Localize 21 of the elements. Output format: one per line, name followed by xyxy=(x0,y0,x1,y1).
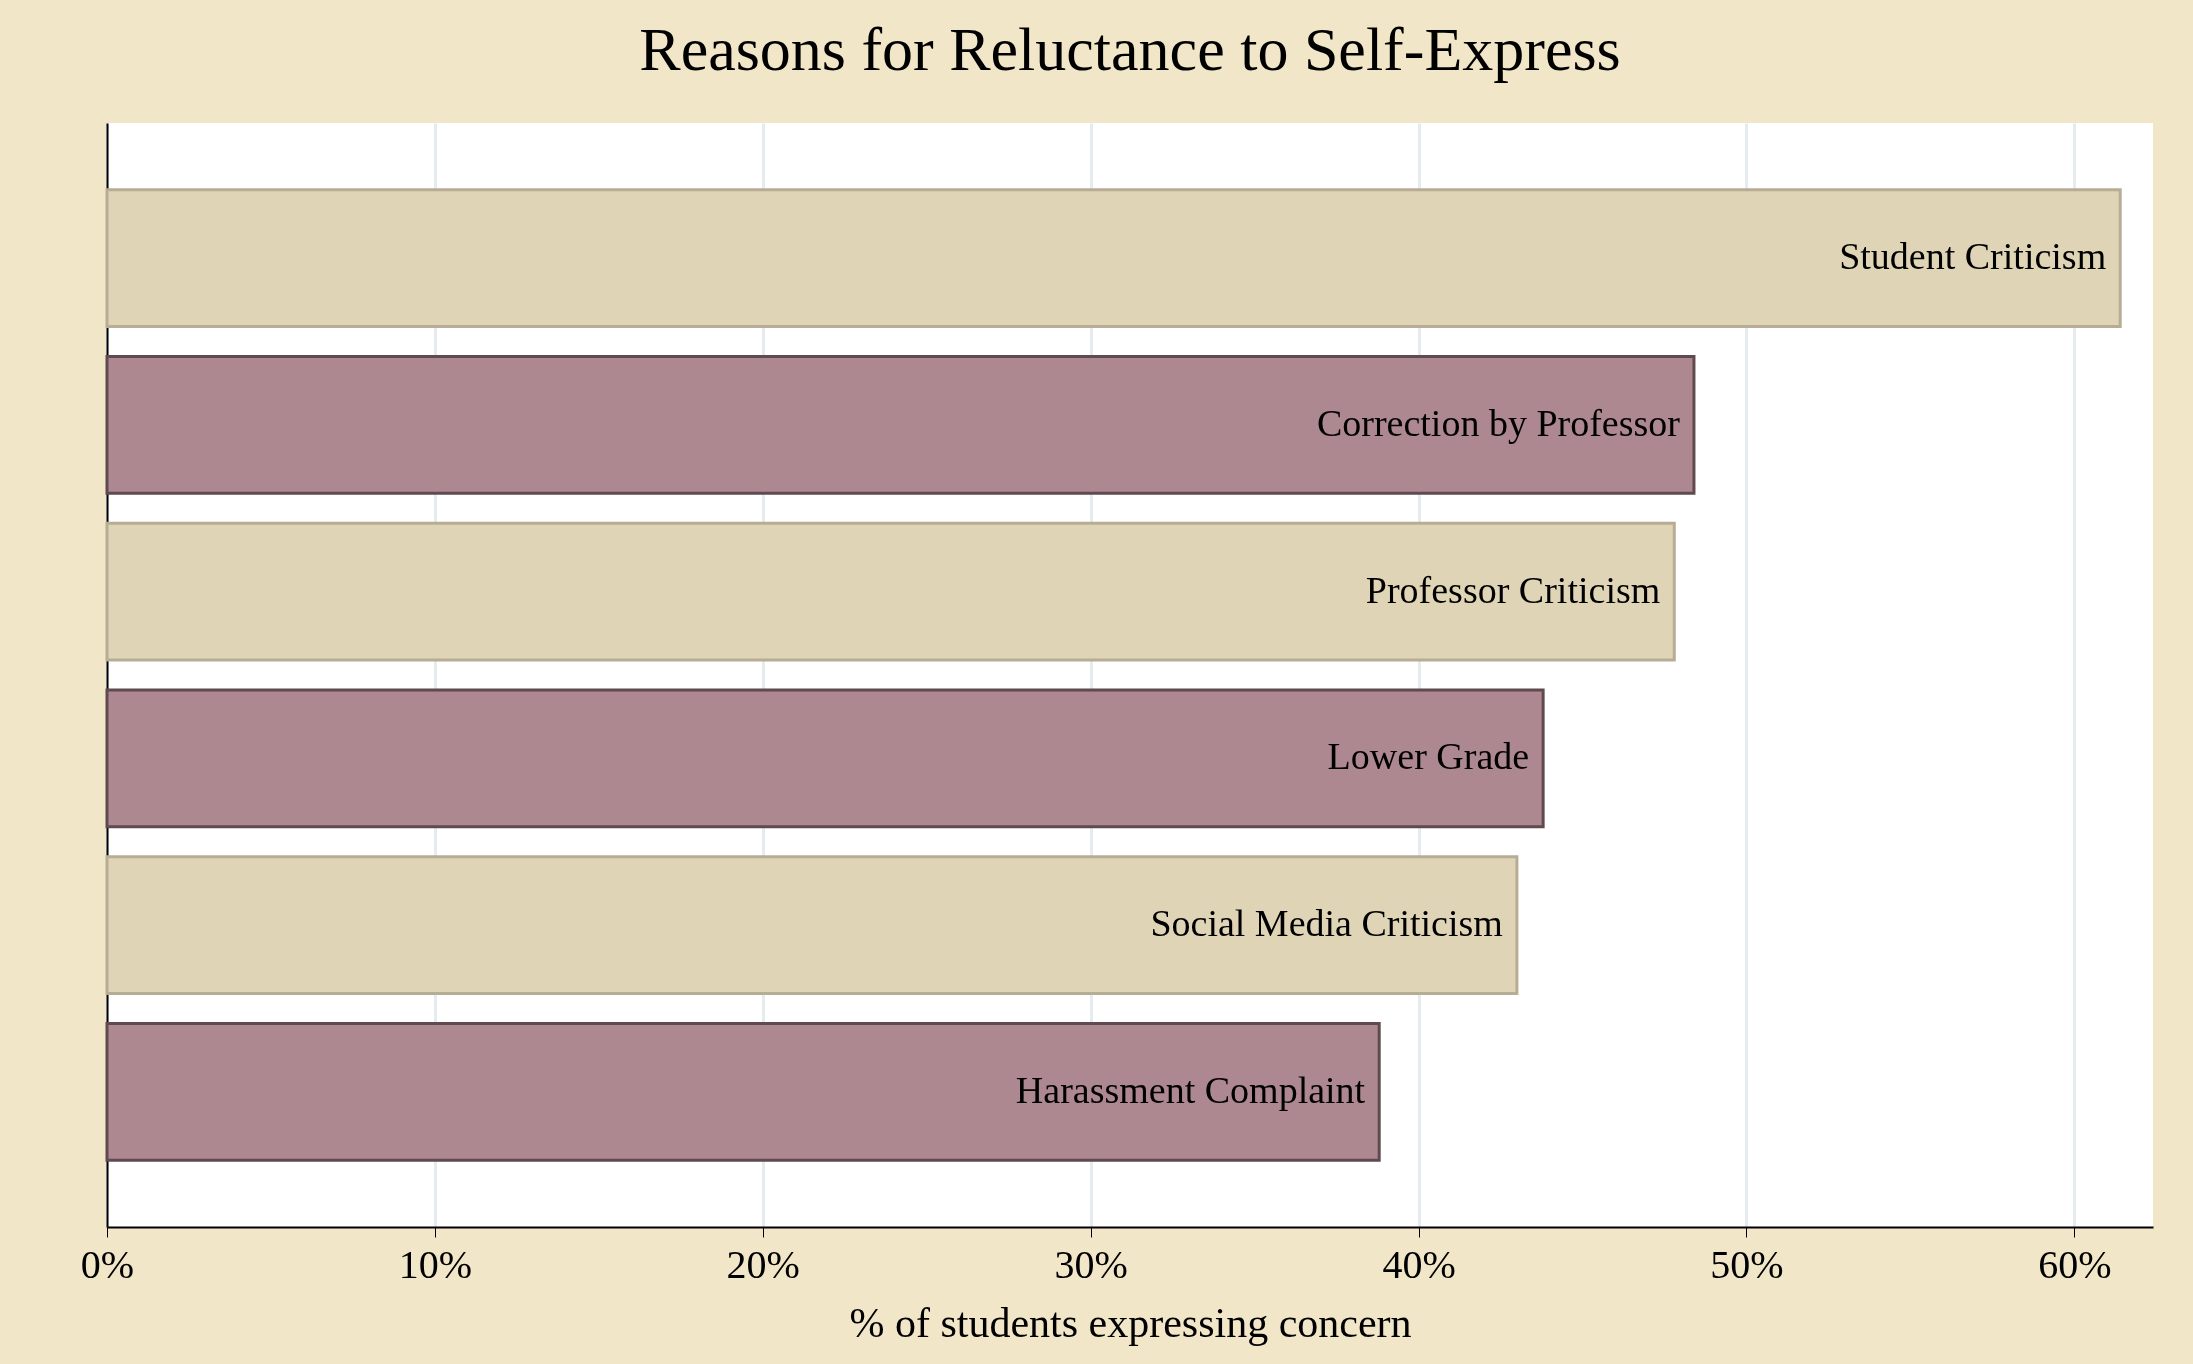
bar xyxy=(105,1022,1381,1162)
y-tick-label: Professor Criticism xyxy=(1365,568,1661,611)
bar xyxy=(105,855,1519,996)
x-tick-label: 50% xyxy=(1710,1241,1784,1287)
x-tick-label: 10% xyxy=(398,1241,473,1287)
bar xyxy=(105,188,2122,328)
x-tick-label: 20% xyxy=(726,1241,800,1287)
bar xyxy=(105,688,1545,829)
x-tick-label: 0% xyxy=(80,1241,135,1287)
chart-title: Reasons for Reluctance to Self-Express xyxy=(639,15,1621,83)
bar xyxy=(105,521,1676,662)
x-axis-title: % of students expressing concern xyxy=(849,1299,1412,1346)
y-tick-label: Lower Grade xyxy=(1327,735,1530,778)
x-tick-label: 60% xyxy=(2038,1241,2112,1287)
y-tick-label: Student Criticism xyxy=(1839,235,2107,278)
bar xyxy=(105,354,1696,495)
x-tick-label: 30% xyxy=(1054,1241,1128,1287)
x-tick-label: 40% xyxy=(1382,1241,1456,1287)
y-tick-label: Social Media Criticism xyxy=(1150,902,1503,945)
y-tick-label: Correction by Professor xyxy=(1316,401,1681,444)
y-tick-label: Harassment Complaint xyxy=(1015,1068,1366,1111)
